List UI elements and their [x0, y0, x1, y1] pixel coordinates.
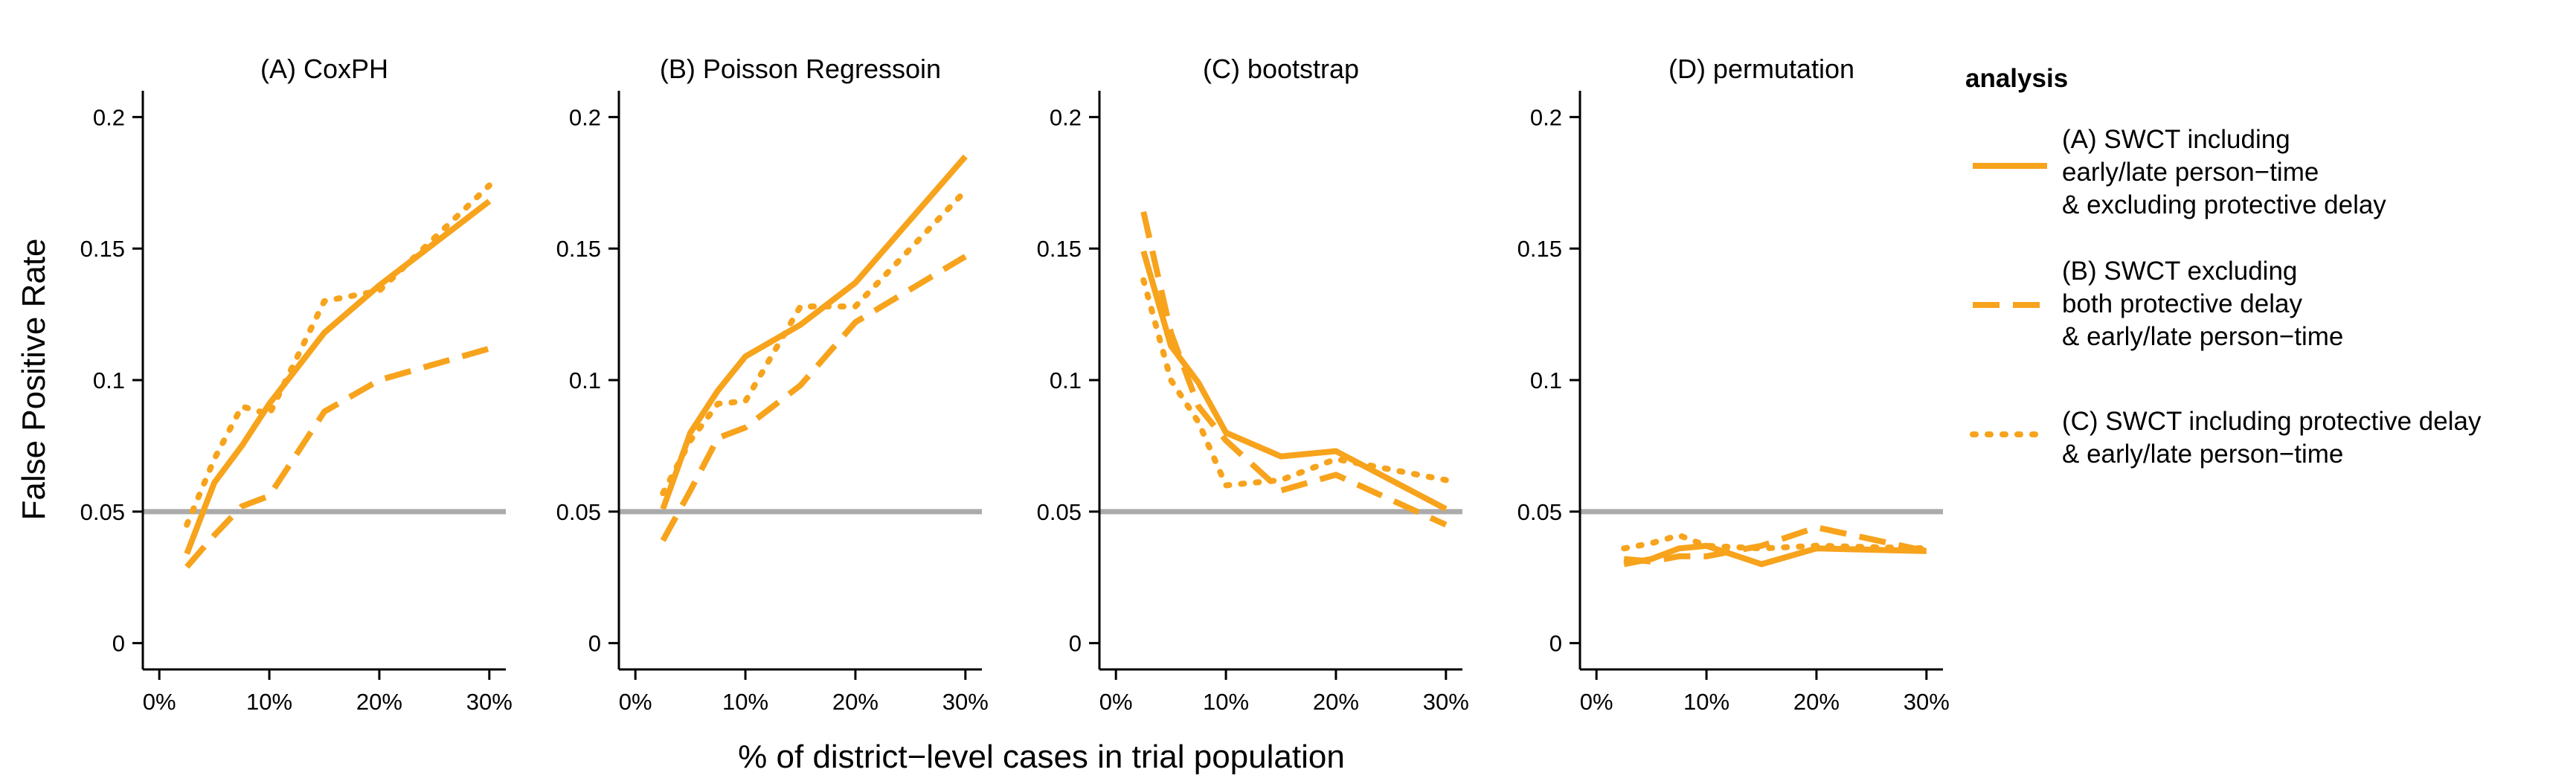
x-tick-label: 30%: [1423, 689, 1469, 715]
series-line-dashed: [184, 345, 490, 569]
y-tick-label: 0.15: [80, 236, 125, 262]
legend-label: both protective delay: [2062, 289, 2302, 318]
y-tick-label: 0: [588, 631, 601, 657]
y-tick-label: 0.05: [80, 499, 125, 525]
x-tick-label: 10%: [1203, 689, 1249, 715]
series-line-solid: [184, 199, 492, 555]
panel-3: (C) bootstrap 0 0.05 0.1 0.15 0.2 0% 10% 20% 30%: [1037, 54, 1469, 715]
legend-label: (B) SWCT excluding: [2062, 257, 2297, 286]
x-tick-label: 10%: [246, 689, 292, 715]
y-tick-label: 0.2: [1050, 104, 1082, 130]
y-tick-label: 0: [1069, 631, 1082, 657]
x-tick-label: 0%: [143, 689, 176, 715]
series-line-solid: [1140, 250, 1448, 512]
panel-1: (A) CoxPH 0 0.05 0.1 0.15 0.2 0% 10% 20% 30%: [80, 54, 513, 715]
legend-label: (A) SWCT including: [2062, 125, 2290, 154]
legend-label: (C) SWCT including protective delay: [2062, 407, 2482, 436]
y-tick-label: 0.1: [1530, 367, 1562, 393]
series-line-dotted: [660, 187, 969, 497]
series-line-solid: [660, 154, 968, 510]
y-tick-label: 0.1: [93, 367, 125, 393]
x-axis-title: % of district−level cases in trial popul…: [738, 739, 1345, 775]
panel-title: (D) permutation: [1668, 54, 1854, 84]
series-line-dotted: [184, 182, 492, 528]
x-tick-label: 20%: [356, 689, 402, 715]
x-tick-label: 10%: [722, 689, 768, 715]
y-tick-label: 0.2: [93, 104, 125, 130]
series-line-solid: [1623, 542, 1927, 568]
x-tick-label: 0%: [619, 689, 652, 715]
x-tick-label: 20%: [1313, 689, 1359, 715]
x-tick-label: 10%: [1683, 689, 1729, 715]
series-line-dotted: [1140, 277, 1449, 489]
legend-label: early/late person−time: [2062, 158, 2319, 187]
y-tick-label: 0.05: [1517, 499, 1562, 525]
y-tick-label: 0: [1549, 631, 1562, 657]
legend-entry-1: (A) SWCT including early/late person−time…: [1973, 125, 2386, 219]
y-tick-label: 0.05: [556, 499, 601, 525]
x-tick-label: 20%: [1793, 689, 1840, 715]
y-tick-label: 0.2: [1530, 104, 1562, 130]
x-tick-label: 30%: [1904, 689, 1950, 715]
y-axis-title: False Positive Rate: [16, 238, 52, 520]
panel-2: (B) Poisson Regressoin 0 0.05 0.1 0.15 0.2 0% 1…: [556, 54, 989, 715]
y-tick-label: 0.1: [1050, 367, 1082, 393]
y-tick-label: 0.15: [1037, 236, 1082, 262]
series-line-dashed: [1140, 210, 1448, 528]
legend-title: analysis: [1965, 64, 2068, 93]
legend-label: & early/late person−time: [2062, 440, 2343, 469]
panel-4: (D) permutation 0 0.05 0.1 0.15 0.2 0% 10% 20% 30…: [1517, 54, 1950, 715]
legend: analysis (A) SWCT including early/late pe…: [1965, 64, 2482, 469]
y-tick-label: 0.15: [556, 236, 601, 262]
panel-title: (B) Poisson Regressoin: [660, 54, 941, 84]
y-tick-label: 0: [112, 631, 125, 657]
y-tick-label: 0.15: [1517, 236, 1562, 262]
legend-label: & early/late person−time: [2062, 322, 2343, 351]
x-tick-label: 30%: [466, 689, 513, 715]
x-tick-label: 0%: [1099, 689, 1133, 715]
y-tick-label: 0.2: [569, 104, 601, 130]
series-line-dotted: [1621, 532, 1930, 552]
legend-entry-2: (B) SWCT excluding both protective delay &…: [1973, 257, 2343, 351]
series-line-dashed: [1623, 524, 1927, 565]
x-tick-label: 20%: [832, 689, 879, 715]
legend-label: & excluding protective delay: [2062, 190, 2386, 219]
series-line-dashed: [660, 254, 967, 542]
panel-title: (C) bootstrap: [1203, 54, 1359, 84]
x-tick-label: 30%: [942, 689, 989, 715]
panel-title: (A) CoxPH: [260, 54, 388, 84]
x-tick-label: 0%: [1580, 689, 1613, 715]
y-tick-label: 0.05: [1037, 499, 1082, 525]
y-tick-label: 0.1: [569, 367, 601, 393]
legend-entry-3: (C) SWCT including protective delay & ear…: [1970, 407, 2482, 469]
